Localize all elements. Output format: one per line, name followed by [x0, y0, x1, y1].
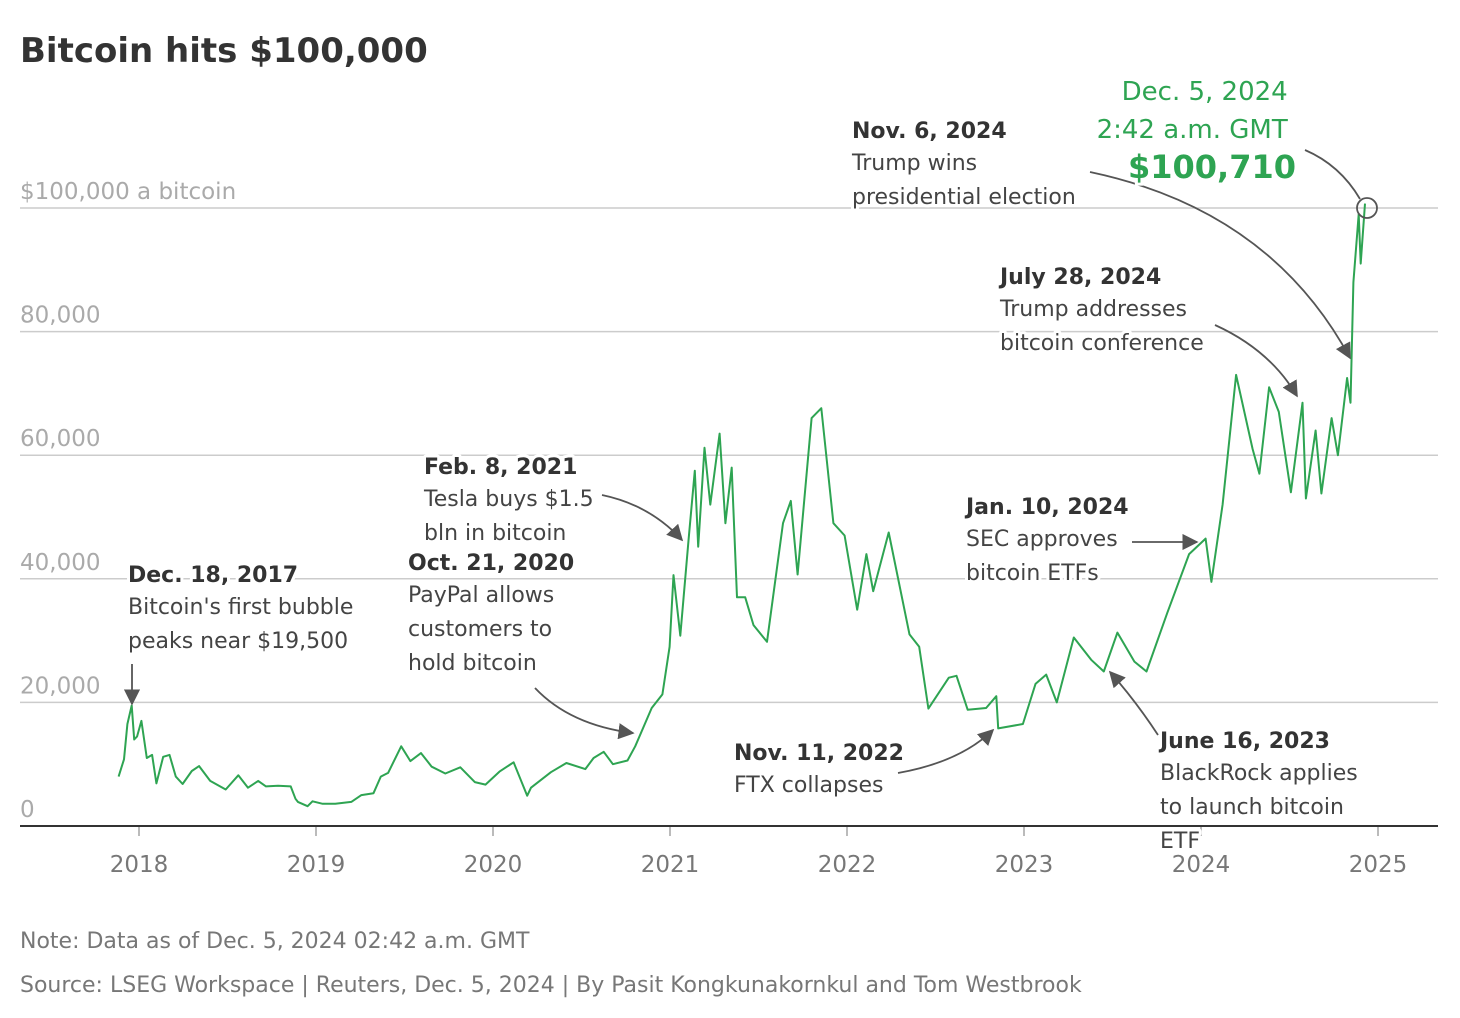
x-tick-label: 2022	[818, 852, 877, 878]
y-tick-label: 0	[20, 797, 35, 823]
peak-marker	[1356, 197, 1378, 219]
highlight-label: Dec. 5, 2024 2:42 a.m. GMT $100,710	[1097, 77, 1296, 186]
y-tick-label: 40,000	[20, 550, 100, 576]
annotation-oct-2020: Oct. 21, 2020 PayPal allows customers to…	[408, 551, 581, 676]
y-tick-label: 20,000	[20, 673, 100, 699]
arrow-jun-2023	[1108, 670, 1159, 736]
x-tick-label: 2023	[995, 852, 1054, 878]
gridlines	[20, 207, 1438, 704]
price-line	[117, 203, 1366, 808]
arrow-nov-2024	[1089, 171, 1351, 360]
annotation-jun-2023: June 16, 2023 BlackRock applies to launc…	[1158, 729, 1365, 854]
arrow-jul-2024	[1214, 324, 1298, 398]
annotation-arrows	[123, 149, 1378, 774]
x-tick-label: 2025	[1349, 852, 1408, 878]
annotation-jul-2024: July 28, 2024 Trump addresses bitcoin co…	[998, 265, 1204, 356]
x-tick-label: 2021	[641, 852, 700, 878]
x-tick-label: 2020	[464, 852, 523, 878]
annotation-feb-2021: Feb. 8, 2021 Tesla buys $1.5 bln in bitc…	[423, 455, 601, 546]
x-tick-label: 2024	[1172, 852, 1231, 878]
annotation-nov-2024: Nov. 6, 2024 Trump wins presidential ele…	[851, 119, 1076, 210]
arrow-dec-2024	[1304, 149, 1361, 200]
y-tick-label: 80,000	[20, 303, 100, 329]
footer-source: Source: LSEG Workspace | Reuters, Dec. 5…	[20, 973, 1082, 998]
x-tick-label: 2019	[287, 852, 346, 878]
arrow-feb-2021	[601, 494, 684, 542]
chart-title: Bitcoin hits $100,000	[20, 31, 428, 71]
annotation-nov-2022: Nov. 11, 2022 FTX collapses	[734, 741, 911, 798]
footer-note: Note: Data as of Dec. 5, 2024 02:42 a.m.…	[20, 929, 530, 954]
x-tick-label: 2018	[110, 852, 169, 878]
arrow-nov-2022	[897, 728, 995, 774]
y-tick-label: 60,000	[20, 426, 100, 452]
annotation-dec-2017: Dec. 18, 2017 Bitcoin's first bubble pea…	[128, 563, 360, 654]
arrow-oct-2020	[534, 687, 635, 740]
annotation-jan-2024: Jan. 10, 2024 SEC approves bitcoin ETFs	[964, 495, 1136, 586]
x-axis: 2018 2019 2020 2021 2022 2023 2024 2025	[20, 825, 1438, 878]
y-tick-label: $100,000 a bitcoin	[20, 179, 236, 205]
y-axis: $100,000 a bitcoin 80,000 60,000 40,000 20,0…	[20, 179, 236, 823]
